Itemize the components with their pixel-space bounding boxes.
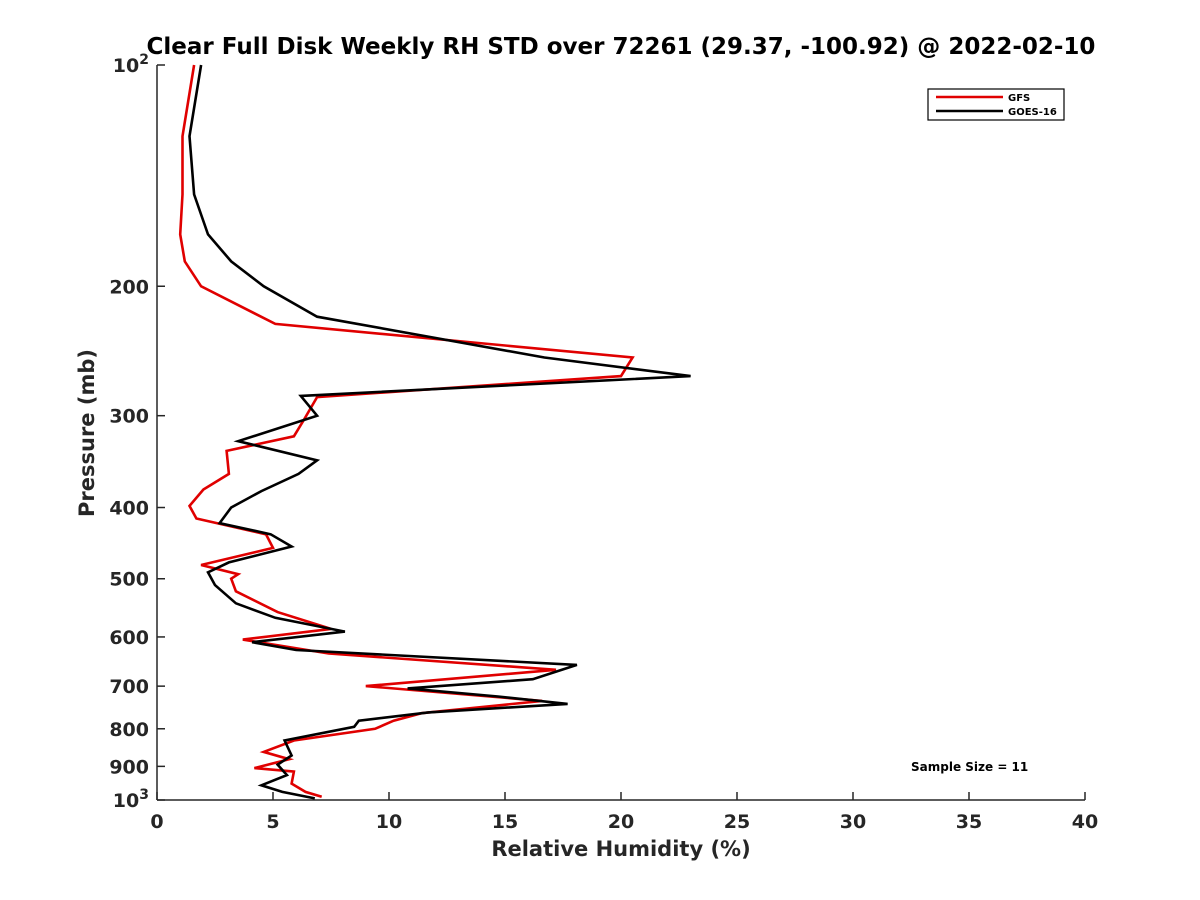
chart-title: Clear Full Disk Weekly RH STD over 72261… (147, 34, 1096, 60)
legend: GFS GOES-16 (927, 88, 1065, 121)
x-tick-label: 25 (724, 811, 750, 833)
x-tick-label: 30 (840, 811, 866, 833)
y-tick-label-base: 300 (109, 406, 149, 428)
x-tick-label: 10 (376, 811, 402, 833)
y-tick-label-exponent: 2 (139, 52, 149, 68)
x-tick-label: 20 (608, 811, 634, 833)
y-tick-label: 200 (109, 276, 149, 298)
x-tick-label: 15 (492, 811, 518, 833)
x-axis-label: Relative Humidity (%) (491, 837, 750, 861)
y-tick-label: 102 (113, 52, 149, 77)
x-axis-ticks: 0 5 10 15 20 25 30 35 40 (150, 792, 1098, 833)
legend-box (927, 88, 1065, 121)
x-tick-label: 0 (150, 811, 163, 833)
y-tick-label: 500 (109, 569, 149, 591)
x-tick-label: 35 (956, 811, 982, 833)
series-layer (178, 64, 691, 800)
y-tick-label-base: 10 (113, 55, 139, 77)
legend-label-gfs: GFS (1008, 93, 1030, 104)
y-tick-label-exponent: 3 (139, 787, 149, 803)
x-tick-label: 5 (266, 811, 279, 833)
y-tick-label-base: 500 (109, 569, 149, 591)
y-tick-label-base: 200 (109, 276, 149, 298)
x-tick-label: 40 (1072, 811, 1098, 833)
sample-size-annotation: Sample Size = 11 (911, 760, 1028, 774)
y-tick-label: 400 (109, 498, 149, 520)
plot-area (156, 64, 1085, 801)
y-tick-label-base: 10 (113, 790, 139, 812)
y-axis-label: Pressure (mb) (75, 349, 99, 517)
y-tick-label: 300 (109, 406, 149, 428)
y-tick-label: 700 (109, 676, 149, 698)
y-tick-label-base: 700 (109, 676, 149, 698)
y-tick-label-base: 600 (109, 627, 149, 649)
series-line-goes16 (188, 64, 691, 800)
y-tick-label: 900 (109, 756, 149, 778)
series-line-gfs (178, 64, 635, 799)
y-tick-label: 800 (109, 719, 149, 741)
y-tick-label: 103 (113, 787, 149, 812)
legend-label-goes16: GOES-16 (1008, 107, 1057, 118)
y-tick-label-base: 400 (109, 498, 149, 520)
y-tick-label-base: 800 (109, 719, 149, 741)
y-tick-label-base: 900 (109, 756, 149, 778)
y-tick-label: 600 (109, 627, 149, 649)
